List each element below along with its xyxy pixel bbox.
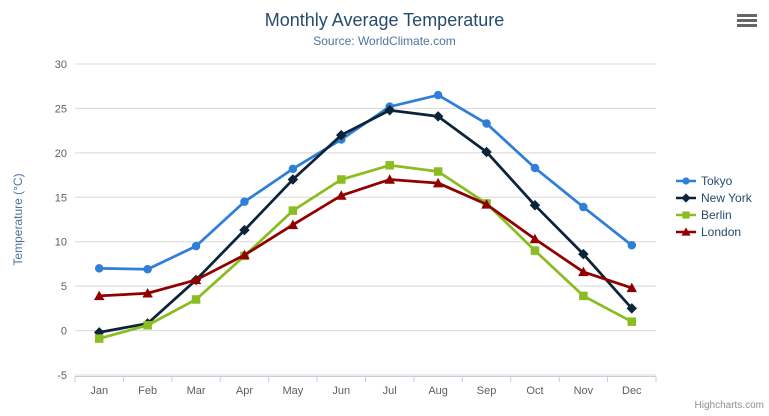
- legend-marker-circle-icon: [676, 176, 696, 185]
- data-point-london-apr[interactable]: [239, 249, 250, 260]
- data-point-new-york-may[interactable]: [287, 174, 299, 185]
- chart-subtitle: Source: WorldClimate.com: [313, 34, 456, 48]
- legend-label: New York: [701, 190, 752, 205]
- x-axis-label: May: [282, 385, 303, 397]
- legend-label: Berlin: [701, 207, 732, 222]
- export-menu-button[interactable]: [735, 11, 759, 31]
- data-point-berlin-feb[interactable]: [143, 320, 152, 330]
- series-line-london: [97, 178, 634, 298]
- data-point-london-feb[interactable]: [142, 288, 153, 298]
- data-point-berlin-dec[interactable]: [627, 317, 637, 326]
- legend-marker-square-icon: [676, 210, 696, 219]
- y-axis-label: 15: [55, 192, 67, 204]
- series-line-berlin: [97, 163, 634, 340]
- data-point-tokyo-feb[interactable]: [143, 265, 152, 274]
- data-point-new-york-jun[interactable]: [336, 129, 347, 141]
- y-axis-label: 5: [61, 281, 67, 293]
- legend-item-berlin[interactable]: Berlin: [676, 206, 752, 223]
- data-point-new-york-dec[interactable]: [626, 303, 638, 314]
- data-point-berlin-oct[interactable]: [530, 246, 540, 255]
- y-axis-title: Temperature (°C): [11, 173, 25, 265]
- x-axis-label: Apr: [236, 385, 253, 397]
- data-point-tokyo-mar[interactable]: [191, 241, 201, 251]
- legend-marker-square: [682, 210, 690, 219]
- hamburger-menu-icon: [737, 13, 757, 27]
- data-point-berlin-nov[interactable]: [579, 291, 588, 301]
- x-axis-label: Feb: [138, 385, 157, 397]
- data-point-berlin-may[interactable]: [288, 206, 298, 215]
- legend-label: Tokyo: [701, 173, 733, 188]
- y-axis-label: 30: [55, 59, 67, 71]
- x-axis-label: Dec: [622, 385, 642, 397]
- data-point-london-may[interactable]: [287, 219, 299, 230]
- legend-item-tokyo[interactable]: Tokyo: [676, 172, 752, 189]
- data-point-new-york-aug[interactable]: [432, 111, 444, 122]
- data-point-london-jan[interactable]: [93, 290, 105, 301]
- data-point-new-york-apr[interactable]: [239, 224, 250, 236]
- data-point-london-oct[interactable]: [529, 233, 541, 244]
- legend: Tokyo New York Berlin London: [676, 172, 752, 240]
- x-axis-label: Oct: [526, 385, 543, 397]
- data-point-new-york-oct[interactable]: [529, 200, 541, 211]
- x-axis-label: Jul: [383, 385, 397, 397]
- credits-link[interactable]: Highcharts.com: [694, 400, 764, 411]
- data-point-tokyo-may[interactable]: [288, 164, 298, 174]
- x-axis-label: Jun: [332, 385, 350, 397]
- series-line-new-york: [97, 108, 634, 334]
- data-point-london-sep[interactable]: [481, 199, 492, 209]
- data-point-london-nov[interactable]: [578, 266, 589, 277]
- data-point-new-york-nov[interactable]: [578, 248, 589, 260]
- data-point-london-jul[interactable]: [384, 174, 395, 184]
- data-point-new-york-jul[interactable]: [384, 104, 395, 116]
- data-point-berlin-jan[interactable]: [94, 334, 104, 343]
- legend-label: London: [701, 224, 742, 239]
- legend-marker-diamond-icon: [676, 192, 696, 203]
- data-point-tokyo-dec[interactable]: [627, 241, 637, 250]
- x-axis-label: Mar: [187, 385, 206, 397]
- data-point-london-aug[interactable]: [432, 177, 444, 188]
- data-point-berlin-jun[interactable]: [337, 175, 346, 184]
- data-point-tokyo-nov[interactable]: [579, 202, 588, 212]
- data-point-new-york-sep[interactable]: [481, 146, 492, 158]
- data-point-tokyo-oct[interactable]: [530, 163, 540, 173]
- legend-item-new-york[interactable]: New York: [676, 189, 752, 206]
- data-point-tokyo-aug[interactable]: [433, 90, 443, 100]
- data-point-london-mar[interactable]: [190, 274, 202, 285]
- data-point-berlin-mar[interactable]: [191, 295, 201, 304]
- legend-marker-circle: [682, 176, 690, 185]
- data-point-tokyo-jan[interactable]: [94, 264, 104, 273]
- data-point-tokyo-apr[interactable]: [240, 197, 249, 206]
- chart-title: Monthly Average Temperature: [264, 10, 505, 30]
- data-point-tokyo-sep[interactable]: [482, 119, 491, 128]
- y-axis-label: 10: [55, 237, 67, 249]
- x-axis-label: Sep: [477, 385, 497, 397]
- legend-marker-triangle: [681, 226, 691, 236]
- y-axis-label: 0: [61, 326, 67, 338]
- y-axis-label: 20: [55, 148, 67, 160]
- data-point-london-dec[interactable]: [626, 282, 638, 293]
- x-axis-label: Aug: [428, 385, 448, 397]
- data-point-london-jun[interactable]: [336, 190, 347, 200]
- x-axis-label: Nov: [574, 385, 594, 397]
- y-axis-label: -5: [57, 370, 67, 382]
- y-axis-label: 25: [55, 103, 67, 115]
- data-point-berlin-jul[interactable]: [385, 161, 394, 170]
- legend-marker-triangle-icon: [676, 226, 696, 236]
- data-point-berlin-aug[interactable]: [433, 167, 443, 176]
- legend-marker-diamond: [681, 192, 691, 203]
- legend-item-london[interactable]: London: [676, 223, 752, 240]
- x-axis-label: Jan: [90, 385, 108, 397]
